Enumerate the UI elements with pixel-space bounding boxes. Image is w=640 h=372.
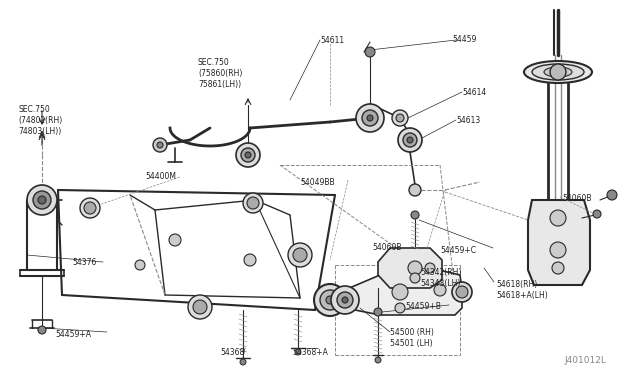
Text: 54500 (RH)
54501 (LH): 54500 (RH) 54501 (LH)	[390, 328, 434, 348]
Circle shape	[409, 184, 421, 196]
Circle shape	[331, 286, 359, 314]
Circle shape	[367, 115, 373, 121]
Circle shape	[320, 290, 340, 310]
Polygon shape	[340, 268, 462, 315]
Ellipse shape	[544, 67, 572, 77]
Ellipse shape	[524, 61, 592, 83]
Circle shape	[27, 185, 57, 215]
Circle shape	[293, 248, 307, 262]
Circle shape	[326, 296, 334, 304]
Circle shape	[593, 210, 601, 218]
Text: SEC.750
(74802(RH)
74803(LH)): SEC.750 (74802(RH) 74803(LH))	[18, 105, 62, 136]
Circle shape	[135, 260, 145, 270]
Circle shape	[398, 128, 422, 152]
Circle shape	[356, 104, 384, 132]
Circle shape	[607, 190, 617, 200]
Circle shape	[550, 210, 566, 226]
Text: 54614: 54614	[462, 88, 486, 97]
Circle shape	[245, 152, 251, 158]
Circle shape	[392, 284, 408, 300]
Circle shape	[425, 263, 435, 273]
Circle shape	[365, 47, 375, 57]
Text: 54060B: 54060B	[372, 243, 401, 252]
Polygon shape	[378, 248, 442, 288]
Circle shape	[407, 137, 413, 143]
Circle shape	[342, 297, 348, 303]
Text: 54342(RH)
54343(LH): 54342(RH) 54343(LH)	[420, 268, 461, 288]
Circle shape	[314, 284, 346, 316]
Text: 54611: 54611	[320, 36, 344, 45]
Text: 54368: 54368	[220, 348, 244, 357]
Circle shape	[80, 198, 100, 218]
Text: 54060B: 54060B	[562, 194, 591, 203]
Circle shape	[240, 359, 246, 365]
Text: 54613: 54613	[456, 116, 480, 125]
Circle shape	[38, 196, 46, 204]
Circle shape	[408, 261, 422, 275]
Circle shape	[374, 308, 382, 316]
Circle shape	[169, 234, 181, 246]
Circle shape	[193, 300, 207, 314]
Circle shape	[84, 202, 96, 214]
Circle shape	[362, 110, 378, 126]
Circle shape	[38, 326, 46, 334]
Circle shape	[434, 284, 446, 296]
Text: SEC.750
(75860(RH)
75861(LH)): SEC.750 (75860(RH) 75861(LH))	[198, 58, 243, 89]
Circle shape	[288, 243, 312, 267]
Circle shape	[396, 114, 404, 122]
Circle shape	[456, 286, 468, 298]
Circle shape	[247, 197, 259, 209]
Text: 54618(RH)
54618+A(LH): 54618(RH) 54618+A(LH)	[496, 280, 548, 300]
Text: 54376: 54376	[72, 258, 97, 267]
Circle shape	[157, 142, 163, 148]
Circle shape	[241, 148, 255, 162]
Text: 54459+A: 54459+A	[55, 330, 91, 339]
Circle shape	[552, 262, 564, 274]
Text: 54049BB: 54049BB	[300, 178, 335, 187]
Text: 54459+C: 54459+C	[440, 246, 476, 255]
Circle shape	[188, 295, 212, 319]
Circle shape	[365, 113, 375, 123]
Circle shape	[244, 254, 256, 266]
Circle shape	[33, 191, 51, 209]
Circle shape	[410, 273, 420, 283]
Ellipse shape	[532, 64, 584, 80]
Circle shape	[395, 303, 405, 313]
Circle shape	[392, 110, 408, 126]
Circle shape	[375, 357, 381, 363]
Text: 54368+A: 54368+A	[292, 348, 328, 357]
Circle shape	[550, 64, 566, 80]
Text: J401012L: J401012L	[564, 356, 606, 365]
Polygon shape	[528, 200, 590, 285]
Circle shape	[243, 193, 263, 213]
Circle shape	[236, 143, 260, 167]
Circle shape	[452, 282, 472, 302]
Circle shape	[153, 138, 167, 152]
Circle shape	[411, 211, 419, 219]
Circle shape	[403, 133, 417, 147]
Text: 54459+B: 54459+B	[405, 302, 441, 311]
Circle shape	[337, 292, 353, 308]
Circle shape	[550, 242, 566, 258]
Circle shape	[295, 349, 301, 355]
Text: 54459: 54459	[452, 35, 476, 44]
Text: 54400M: 54400M	[145, 172, 176, 181]
